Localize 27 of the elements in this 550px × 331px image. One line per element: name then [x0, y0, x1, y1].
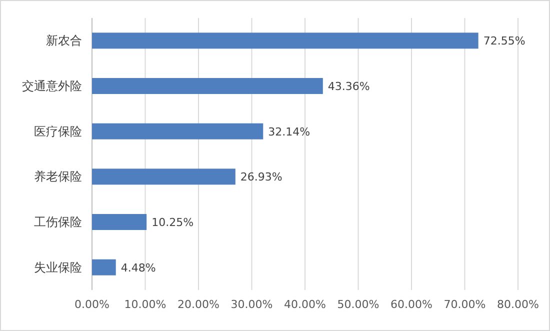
x-tick-label: 40.00% — [284, 298, 326, 311]
y-tick-label: 工伤保险 — [34, 215, 82, 229]
bar — [92, 168, 236, 185]
x-tick-label: 80.00% — [497, 298, 539, 311]
x-tick-label: 30.00% — [230, 298, 273, 311]
y-tick-label: 医疗保险 — [34, 124, 82, 138]
bar — [92, 259, 116, 276]
x-tick-label: 70.00% — [444, 298, 486, 311]
bar — [92, 214, 147, 230]
data-label: 10.25% — [152, 216, 194, 229]
data-label: 26.93% — [240, 170, 282, 184]
x-tick-label: 20.00% — [178, 298, 220, 311]
x-tick-label: 60.00% — [390, 298, 432, 311]
x-tick-label: 0.00% — [74, 298, 110, 311]
y-tick-label: 新农合 — [46, 34, 82, 48]
data-label: 4.48% — [120, 261, 156, 274]
y-tick-label: 养老保险 — [34, 170, 82, 184]
data-label: 32.14% — [268, 125, 310, 138]
bar — [92, 78, 323, 94]
y-tick-label: 交通意外险 — [22, 79, 82, 93]
bar — [92, 123, 264, 140]
x-tick-label: 10.00% — [124, 298, 166, 311]
data-label: 72.55% — [483, 34, 526, 48]
y-tick-label: 失业保险 — [34, 260, 82, 274]
bar — [92, 32, 478, 49]
data-label: 43.36% — [328, 80, 370, 93]
x-tick-label: 50.00% — [337, 298, 380, 311]
